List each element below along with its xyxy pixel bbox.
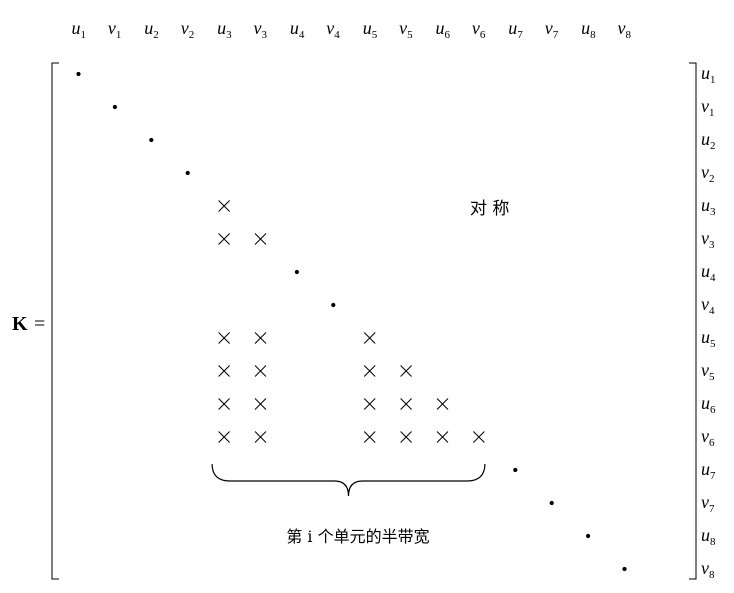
column-headers: u1 v1 u2 v2 u3 v3 u4 v4 u5 v5 u6 v6 u7 v7 u8 v8	[72, 18, 632, 41]
column-header-v2: v2	[181, 18, 195, 41]
row-label-v5: v5	[701, 360, 715, 383]
half-bandwidth-brace	[211, 463, 486, 497]
diagonal-dot-4	[185, 170, 190, 176]
column-header-v5: v5	[399, 18, 413, 41]
cross-entry-r5-c5	[218, 200, 230, 212]
row-label-v7: v7	[701, 492, 715, 515]
row-label-v8: v8	[701, 558, 715, 581]
cross-entry-r12-c10	[400, 431, 412, 443]
row-label-v3: v3	[701, 228, 715, 251]
cross-entry-r6-c6	[254, 233, 267, 245]
cross-entry-r10-c9	[363, 365, 376, 377]
row-label-u6: u6	[701, 393, 716, 416]
cross-entry-r12-c6	[254, 431, 267, 443]
cross-entry-r9-c6	[254, 332, 267, 344]
diagonal-dot-8	[331, 302, 336, 308]
cross-entry-r9-c5	[218, 332, 230, 344]
cross-entry-r12-c12	[473, 431, 485, 443]
diagonal-dot-3	[149, 137, 154, 143]
cross-entry-r11-c6	[254, 398, 267, 410]
column-header-u8: u8	[581, 18, 596, 41]
cross-entry-r12-c11	[436, 431, 449, 443]
diagonal-dot-14	[549, 500, 554, 506]
half-bandwidth-label: 第 i 个单元的半带宽	[286, 527, 429, 546]
diagonal-dot-7	[294, 269, 299, 275]
column-header-v1: v1	[108, 18, 122, 41]
column-header-v6: v6	[472, 18, 486, 41]
column-header-u5: u5	[363, 18, 378, 41]
cross-entry-r11-c5	[218, 398, 230, 410]
row-label-u3: u3	[701, 195, 716, 218]
column-header-u7: u7	[508, 18, 523, 41]
matrix-symbol: K	[12, 313, 28, 335]
column-header-u1: u1	[72, 18, 87, 41]
cross-entry-r11-c11	[436, 398, 449, 410]
cross-entry-r10-c6	[254, 365, 267, 377]
column-header-u3: u3	[217, 18, 232, 41]
equals-sign: =	[34, 313, 45, 335]
column-header-v4: v4	[326, 18, 340, 41]
column-header-v7: v7	[545, 18, 559, 41]
cross-entry-r9-c9	[363, 332, 376, 344]
diagonal-dot-16	[622, 566, 627, 572]
cross-entry-r12-c5	[218, 431, 230, 443]
diagonal-dot-1	[76, 71, 81, 77]
row-label-u5: u5	[701, 327, 716, 350]
diagonal-dot-13	[513, 467, 518, 473]
row-label-v2: v2	[701, 162, 715, 185]
row-label-u8: u8	[701, 525, 716, 548]
column-header-v3: v3	[254, 18, 268, 41]
symmetry-label: 对 称	[470, 199, 509, 219]
column-header-v8: v8	[618, 18, 632, 41]
row-label-v4: v4	[701, 294, 715, 317]
right-bracket	[689, 62, 697, 580]
cross-entry-r10-c5	[218, 365, 230, 377]
cross-entry-r12-c9	[363, 431, 376, 443]
cross-entry-r11-c9	[363, 398, 376, 410]
row-label-u4: u4	[701, 261, 716, 284]
row-label-u1: u1	[701, 63, 716, 86]
diagonal-dot-2	[112, 104, 117, 110]
matrix-entries	[76, 71, 627, 572]
diagonal-dot-15	[586, 533, 591, 539]
left-bracket	[51, 62, 59, 580]
cross-entry-r10-c10	[400, 365, 412, 377]
column-header-u2: u2	[144, 18, 159, 41]
row-label-v1: v1	[701, 96, 715, 119]
row-label-v6: v6	[701, 426, 715, 449]
row-labels: u1 v1 u2 v2 u3 v3 u4 v4 u5 v5 u6 v6 u7 v7 u8 v8	[701, 63, 716, 581]
column-header-u6: u6	[436, 18, 451, 41]
row-label-u2: u2	[701, 129, 716, 152]
cross-entry-r6-c5	[218, 233, 230, 245]
column-header-u4: u4	[290, 18, 305, 41]
row-label-u7: u7	[701, 459, 716, 482]
cross-entry-r11-c10	[400, 398, 412, 410]
